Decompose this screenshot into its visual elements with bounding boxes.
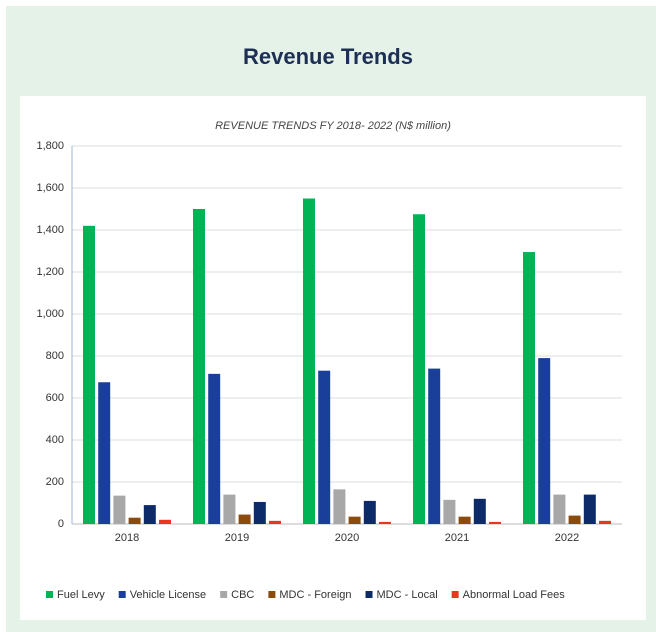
x-tick-label: 2019 <box>225 532 249 544</box>
y-tick-label: 400 <box>46 434 64 446</box>
bar <box>193 209 205 524</box>
chart-panel <box>20 96 646 620</box>
y-tick-label: 1,800 <box>36 140 64 152</box>
legend-swatch <box>220 591 228 598</box>
bar <box>363 500 376 524</box>
bar <box>379 521 391 524</box>
bar <box>568 515 581 524</box>
y-tick-label: 0 <box>58 518 64 530</box>
legend-label: Vehicle License <box>130 589 206 601</box>
bar <box>208 373 221 524</box>
legend-swatch <box>365 591 373 598</box>
page-title: Revenue Trends <box>243 44 413 69</box>
y-tick-label: 1,000 <box>36 308 64 320</box>
y-tick-label: 800 <box>46 350 64 362</box>
bar <box>98 382 111 524</box>
bar <box>523 252 535 525</box>
y-tick-label: 600 <box>46 392 64 404</box>
legend-label: MDC - Foreign <box>279 589 351 601</box>
bar <box>303 198 315 524</box>
x-tick-label: 2018 <box>115 532 139 544</box>
chart: REVENUE TRENDS FY 2018- 2022 (N$ million… <box>20 96 646 620</box>
legend-label: Abnormal Load Fees <box>463 589 566 601</box>
legend-label: Fuel Levy <box>57 589 105 601</box>
bar <box>269 520 281 524</box>
bar <box>538 358 551 524</box>
bar <box>113 495 126 524</box>
legend-swatch <box>46 591 53 598</box>
bar <box>318 370 331 524</box>
x-tick-label: 2020 <box>335 532 359 544</box>
bar <box>443 499 456 524</box>
bar <box>348 516 361 524</box>
bar <box>458 516 471 524</box>
legend-swatch <box>268 591 276 598</box>
bar <box>489 521 501 524</box>
chart-title: REVENUE TRENDS FY 2018- 2022 (N$ million… <box>215 120 451 132</box>
y-tick-label: 1,200 <box>36 266 64 278</box>
bar <box>428 368 441 524</box>
bar <box>159 519 171 524</box>
bar <box>253 501 266 524</box>
bar <box>333 489 346 524</box>
bar <box>223 494 236 524</box>
y-tick-label: 1,600 <box>36 182 64 194</box>
y-tick-label: 200 <box>46 476 64 488</box>
legend-swatch <box>451 591 459 598</box>
bar <box>473 498 486 524</box>
y-tick-label: 1,400 <box>36 224 64 236</box>
legend-label: MDC - Local <box>377 589 438 601</box>
legend-swatch <box>118 591 126 598</box>
bar <box>128 517 141 524</box>
legend-label: CBC <box>231 589 254 601</box>
bar <box>553 494 566 524</box>
x-tick-label: 2021 <box>445 532 469 544</box>
bar <box>583 494 596 524</box>
bar <box>238 514 251 524</box>
bar <box>143 505 156 524</box>
bar <box>83 225 95 525</box>
bar <box>599 520 611 524</box>
bar <box>413 214 425 524</box>
x-tick-label: 2022 <box>555 532 579 544</box>
